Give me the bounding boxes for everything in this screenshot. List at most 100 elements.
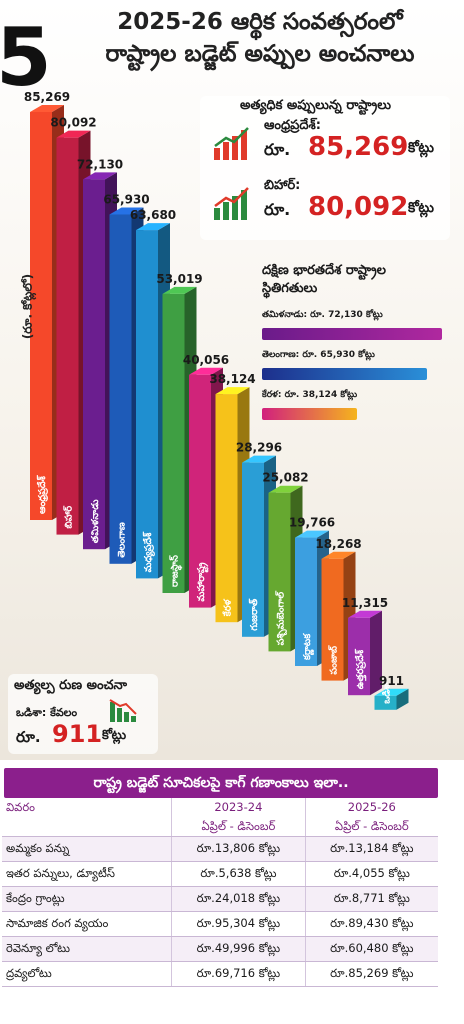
- lowest-suffix: కోట్లు: [102, 728, 127, 743]
- table-cell: రూ.69,716 కోట్లు: [171, 961, 306, 987]
- bar-value-label: 18,268: [315, 537, 361, 551]
- bar-value-label: 19,766: [289, 516, 335, 530]
- lowest-amount: 911: [52, 720, 103, 748]
- table-cell: కేంద్రం గ్రాంట్లు: [2, 886, 172, 912]
- bar-front: [242, 462, 264, 637]
- south-row-label: తమిళనాడు: రూ. 72,130 కోట్లు: [262, 310, 383, 320]
- bar-value-label: 40,056: [183, 353, 229, 367]
- table-cell: అమ్మకం పన్ను: [2, 836, 172, 862]
- bar-front: [374, 695, 397, 710]
- bar-top: [30, 105, 64, 112]
- table-cell: రూ.13,184 కోట్లు: [304, 836, 438, 862]
- south-india-box: దక్షిణ భారతదేశ రాష్ట్రాల స్థితిగతులు తమి…: [262, 262, 458, 420]
- bar-top: [109, 207, 144, 215]
- highest-item-2: బిహార్: రూ. 80,092 కోట్లు: [208, 178, 448, 238]
- bar-top: [374, 688, 409, 696]
- chart-panel: 5 2025-26 ఆర్థిక సంవత్సరంలో రాష్ట్రాల బడ…: [0, 0, 464, 760]
- highest-item-1-prefix: రూ.: [264, 140, 291, 159]
- bar-side: [370, 610, 382, 696]
- highest-item-1: ఆంధ్రప్రదేశ్: రూ. 85,269 కోట్లు: [208, 118, 448, 178]
- bar-category-label: పంజాబ్: [328, 645, 340, 675]
- bar-top: [215, 387, 250, 395]
- highest-item-2-name: బిహార్:: [264, 178, 301, 193]
- south-row-bar: [262, 328, 442, 340]
- falling-chart-icon: [109, 699, 137, 722]
- bar-top: [321, 551, 356, 559]
- bar-front: [56, 137, 79, 535]
- bar-top: [162, 286, 197, 294]
- bar-top: [83, 172, 117, 180]
- bar-category-label: పశ్చిమబెంగాల్: [275, 591, 288, 646]
- bar-value-label: 72,130: [77, 157, 123, 171]
- highest-debt-title: అత్యధిక అప్పులున్న రాష్ట్రాలు: [240, 98, 391, 113]
- cag-table-section: రాష్ట్ర బడ్జెట్ సూచికలపై కాగ్ గణాంకాలు ఇ…: [0, 768, 460, 1020]
- bar-category-label: మహారాష్ట్ర: [196, 562, 209, 601]
- table-header-cell: 2023-24 ఏప్రిల్ - డిసెంబర్: [171, 798, 306, 837]
- table-row: ఇతర పన్నులు, డ్యూటీస్ రూ.5,638 కోట్లు రూ.4…: [2, 861, 438, 887]
- bar-value-label: 53,019: [156, 272, 202, 286]
- bar-category-label: గుజరాత్: [248, 598, 260, 631]
- table-banner: రాష్ట్ర బడ్జెట్ సూచికలపై కాగ్ గణాంకాలు ఇ…: [4, 768, 438, 798]
- header-line: 2023-24: [214, 800, 263, 814]
- bar-category-label: తమిళనాడు: [90, 499, 101, 543]
- table-cell: రూ.24,018 కోట్లు: [171, 886, 306, 912]
- bar-value-label: 80,092: [50, 116, 96, 130]
- table-cell: రూ.85,269 కోట్లు: [304, 961, 438, 987]
- table-cell: ఇతర పన్నులు, డ్యూటీస్: [2, 861, 172, 887]
- header-line: ఏప్రిల్ - డిసెంబర్: [201, 819, 276, 833]
- south-row-label: కేరళ: రూ. 38,124 కోట్లు: [262, 390, 358, 400]
- bar-13: ఉత్తరప్రదేశ్ 11,315: [342, 596, 388, 696]
- title-line-1: 2025-26 ఆర్థిక సంవత్సరంలో: [117, 9, 403, 35]
- rising-chart-icon: [214, 187, 249, 220]
- table-cell: రూ.8,771 కోట్లు: [304, 886, 438, 912]
- table-cell: రూ.13,806 కోట్లు: [171, 836, 306, 862]
- highest-debt-box: అత్యధిక అప్పులున్న రాష్ట్రాలు ఆంధ్రప్రదే…: [200, 96, 450, 240]
- south-row-bar: [262, 408, 357, 420]
- bar-category-label: ఒడిశా: [382, 681, 393, 704]
- table-header-cell: వివరం: [2, 798, 172, 837]
- highest-item-2-prefix: రూ.: [264, 200, 291, 219]
- header-line: వివరం: [6, 800, 36, 814]
- table-cell: రెవెన్యూ లోటు: [2, 936, 172, 962]
- bar-top: [136, 223, 170, 231]
- table-cell: సామాజిక రంగ వ్యయం: [2, 911, 172, 937]
- table-header-cell: 2025-26 ఏప్రిల్ - డిసెంబర్: [304, 798, 438, 837]
- bar-top: [189, 367, 223, 375]
- page-title: 2025-26 ఆర్థిక సంవత్సరంలో రాష్ట్రాల బడ్జ…: [60, 6, 460, 70]
- bar-value-label: 25,082: [262, 471, 308, 485]
- highest-item-1-amount: 85,269: [308, 132, 409, 162]
- bar-top: [268, 485, 303, 493]
- lowest-prefix: రూ.: [16, 728, 41, 746]
- bar-chart: ఆంధ్రప్రదేశ్ 85,269 బిహార్ 80,092 తమిళనాడు 72…: [24, 90, 409, 710]
- bar-top: [242, 455, 276, 463]
- bar-front: [215, 394, 238, 623]
- south-india-title-2: స్థితిగతులు: [262, 281, 318, 296]
- south-india-title-1: దక్షిణ భారతదేశ రాష్ట్రాల: [262, 263, 386, 278]
- bar-top: [56, 130, 91, 138]
- lowest-debt-box: అత్యల్ప రుణ అంచనా ఒడిశా: కేవలం రూ. 911 క…: [8, 674, 158, 754]
- south-india-title: దక్షిణ భారతదేశ రాష్ట్రాల స్థితిగతులు: [262, 262, 458, 298]
- table-cell: రూ.89,430 కోట్లు: [304, 911, 438, 937]
- bar-category-label: కేరళ: [222, 599, 234, 618]
- section-number: 5: [0, 11, 52, 104]
- bar-front: [189, 374, 211, 608]
- bar-category-label: ఉత్తరప్రదేశ్: [354, 648, 367, 689]
- highest-item-1-name: ఆంధ్రప్రదేశ్:: [264, 118, 321, 133]
- bar-value-label: 11,315: [342, 596, 388, 610]
- table-cell: రూ.60,480 కోట్లు: [304, 936, 438, 962]
- table-row: కేంద్రం గ్రాంట్లు రూ.24,018 కోట్లు రూ.8,77…: [2, 886, 438, 912]
- header-line: ఏప్రిల్ - డిసెంబర్: [334, 819, 409, 833]
- bar-category-label: కర్ణాటక: [302, 633, 314, 661]
- bar-front: [348, 617, 370, 696]
- south-row-label: తెలంగాణ: రూ. 65,930 కోట్లు: [262, 350, 375, 360]
- bar-top: [348, 610, 382, 618]
- table-row: రెవెన్యూ లోటు రూ.49,996 కోట్లు రూ.60,480 క…: [2, 936, 438, 962]
- bar-value-label: 65,930: [103, 192, 149, 206]
- bar-front: [30, 112, 52, 520]
- bar-14: ఒడిశా911: [374, 674, 409, 710]
- table-cell: రూ.4,055 కోట్లు: [304, 861, 438, 887]
- bar-front: [162, 293, 185, 593]
- header-line: 2025-26: [347, 800, 396, 814]
- bar-value-label: 38,124: [209, 372, 255, 386]
- table-cell: రూ.49,996 కోట్లు: [171, 936, 306, 962]
